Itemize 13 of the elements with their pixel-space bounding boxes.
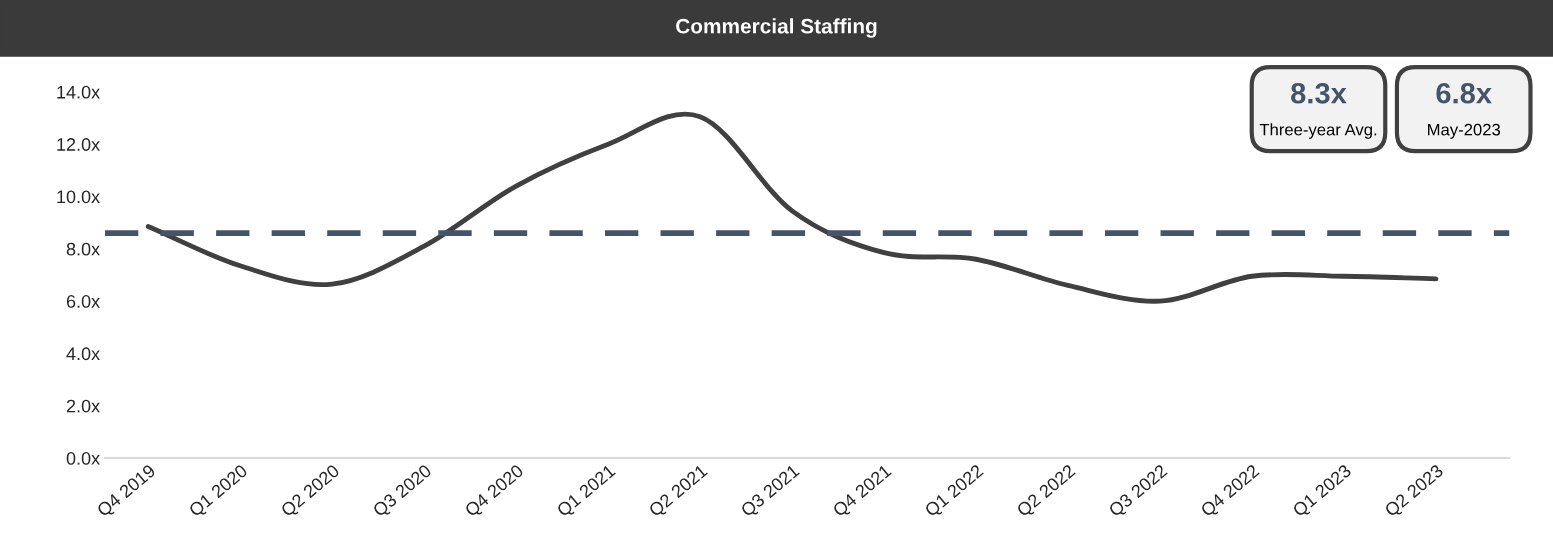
y-tick-label: 10.0x	[57, 190, 100, 204]
y-tick-label: 12.0x	[57, 138, 100, 151]
annotation: 6.8x	[1436, 82, 1492, 104]
annotation: Three-year Avg.	[1259, 123, 1377, 139]
y-tick-label: 4.0x	[66, 347, 100, 361]
y-tick-label: 6.0x	[66, 295, 100, 308]
annotation: May-2023	[1428, 123, 1501, 139]
y-tick-label: 2.0x	[66, 399, 100, 413]
annotation: 8.3x	[1291, 82, 1347, 104]
y-tick-label: 8.0x	[66, 242, 100, 256]
y-tick-label: 14.0x	[57, 85, 100, 99]
chart-title: Commercial Staffing	[676, 18, 877, 38]
y-tick-label: 0.0x	[66, 452, 100, 465]
